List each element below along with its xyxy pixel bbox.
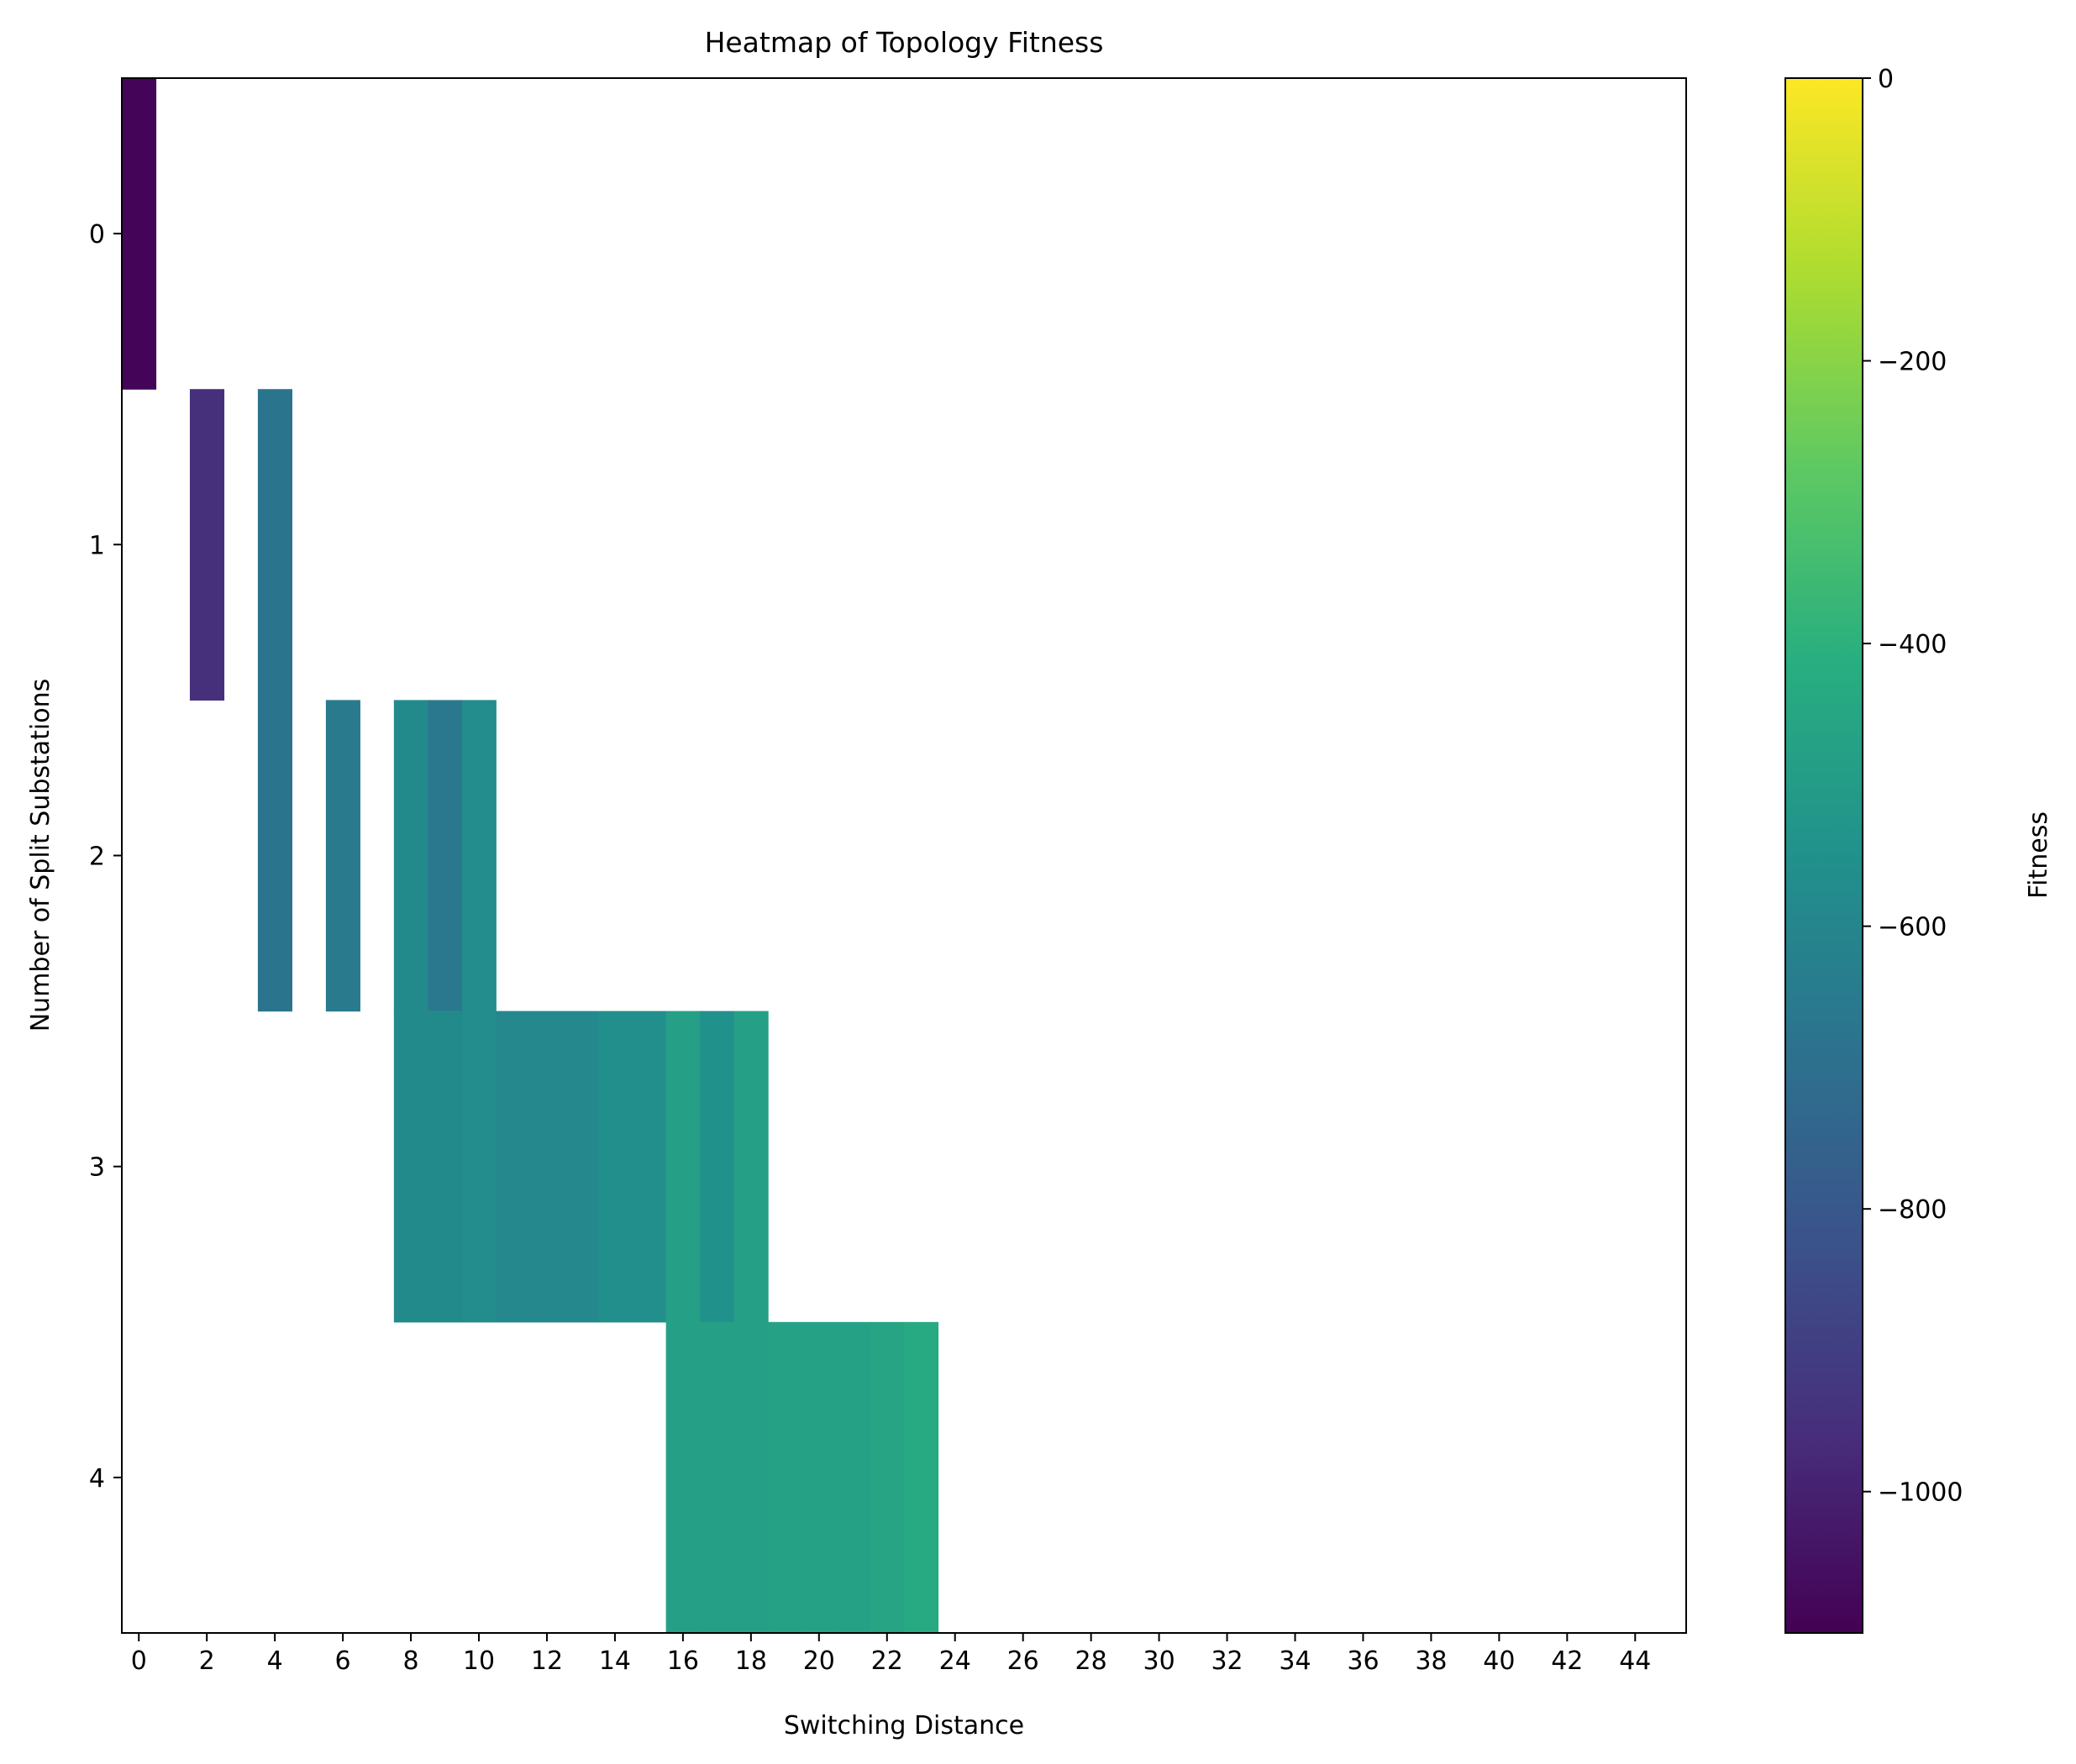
x-tick-label: 28 <box>1075 1646 1107 1676</box>
colorbar-tick-label: −600 <box>1878 913 1947 942</box>
x-tick-label: 32 <box>1211 1646 1243 1676</box>
x-tick-label: 20 <box>803 1646 835 1676</box>
colorbar-tick-label: −400 <box>1878 630 1947 659</box>
x-tick-label: 26 <box>1007 1646 1039 1676</box>
x-tick-label: 36 <box>1347 1646 1379 1676</box>
y-axis-ticks: 0 1 2 3 4 <box>89 220 122 1494</box>
heatmap-cells <box>122 78 939 1634</box>
heatmap-cell <box>564 1011 599 1323</box>
x-tick-label: 42 <box>1551 1646 1583 1676</box>
x-tick-label: 10 <box>463 1646 495 1676</box>
heatmap-cell <box>836 1321 871 1634</box>
y-tick-label: 2 <box>89 843 105 872</box>
y-tick-label: 0 <box>89 220 105 249</box>
x-tick-label: 0 <box>131 1646 147 1676</box>
colorbar <box>1784 77 1863 1634</box>
colorbar-tick-label: 0 <box>1878 65 1894 94</box>
chart-title: Heatmap of Topology Fitness <box>705 26 1104 59</box>
y-axis-label: Number of Split Substations <box>26 679 55 1032</box>
heatmap-cell <box>257 700 292 1012</box>
heatmap-cell <box>870 1321 905 1634</box>
heatmap-cell <box>428 1011 463 1323</box>
heatmap-cell <box>325 700 360 1012</box>
heatmap-cell <box>428 700 463 1012</box>
x-tick-label: 12 <box>531 1646 563 1676</box>
x-tick-label: 8 <box>403 1646 419 1676</box>
x-axis-ticks: 0 2 4 6 8 10 12 14 16 18 20 22 24 26 28 30 32 34 36 38 40 42 4… <box>131 1633 1651 1676</box>
x-tick-label: 40 <box>1483 1646 1515 1676</box>
x-tick-label: 14 <box>599 1646 631 1676</box>
y-tick-label: 1 <box>89 531 105 560</box>
x-tick-label: 44 <box>1619 1646 1651 1676</box>
heatmap-cell <box>801 1321 837 1634</box>
heatmap-cell <box>496 1011 531 1323</box>
colorbar-tick-label: −1000 <box>1878 1478 1963 1508</box>
heatmap-cell <box>189 389 225 701</box>
x-axis-label: Switching Distance <box>784 1711 1024 1740</box>
x-tick-label: 18 <box>735 1646 767 1676</box>
colorbar-tick-label: −800 <box>1878 1195 1947 1225</box>
x-tick-label: 2 <box>199 1646 215 1676</box>
heatmap-cell <box>733 1321 769 1634</box>
colorbar-label: Fitness <box>2024 811 2053 899</box>
heatmap-cell <box>665 1011 701 1323</box>
colorbar-ticks: 0 −200 −400 −600 −800 −1000 <box>1863 65 1963 1508</box>
heatmap-cell <box>904 1321 939 1634</box>
x-tick-label: 6 <box>335 1646 351 1676</box>
heatmap-cell <box>529 1011 565 1323</box>
heatmap-cell <box>393 700 428 1012</box>
x-tick-label: 22 <box>871 1646 903 1676</box>
heatmap-cell <box>257 389 292 701</box>
heatmap-cell <box>700 1011 735 1323</box>
heatmap-cell <box>597 1011 633 1323</box>
x-tick-label: 24 <box>939 1646 971 1676</box>
heatmap-cell <box>700 1321 735 1634</box>
x-tick-label: 30 <box>1143 1646 1175 1676</box>
colorbar-tick-label: −200 <box>1878 348 1947 377</box>
x-tick-label: 16 <box>667 1646 699 1676</box>
y-tick-label: 4 <box>89 1464 105 1494</box>
heatmap-cell <box>768 1321 803 1634</box>
x-tick-label: 34 <box>1279 1646 1311 1676</box>
y-tick-label: 3 <box>89 1153 105 1183</box>
heatmap-cell <box>393 1011 428 1323</box>
heatmap-cell <box>122 78 157 390</box>
x-tick-label: 38 <box>1415 1646 1447 1676</box>
x-tick-label: 4 <box>267 1646 283 1676</box>
heatmap-cell <box>665 1321 701 1634</box>
heatmap-cell <box>461 1011 497 1323</box>
heatmap-cell <box>461 700 497 1012</box>
heatmap-cell <box>733 1011 769 1323</box>
heatmap-cell <box>632 1011 667 1323</box>
